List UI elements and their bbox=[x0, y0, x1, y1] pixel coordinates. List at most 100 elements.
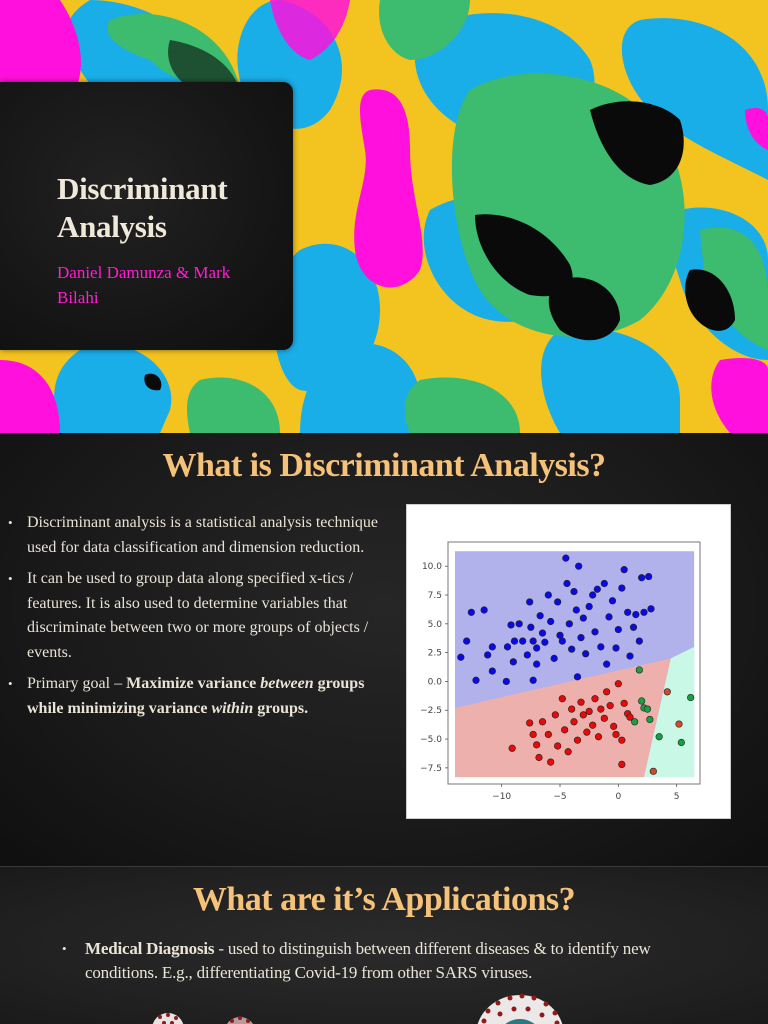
data-point bbox=[626, 652, 634, 660]
bullet-bold: Maximize variance bbox=[126, 675, 261, 692]
data-point bbox=[582, 650, 590, 658]
data-point bbox=[568, 705, 576, 713]
data-point bbox=[572, 606, 580, 614]
y-tick-label: 0.0 bbox=[428, 677, 443, 687]
y-tick-label: −5.0 bbox=[420, 735, 442, 745]
data-point bbox=[614, 625, 622, 634]
data-point bbox=[646, 715, 654, 724]
data-point bbox=[618, 584, 626, 592]
data-point bbox=[591, 628, 599, 636]
title-card: Discriminant Analysis Daniel Damunza & M… bbox=[0, 82, 293, 350]
data-point bbox=[638, 574, 646, 582]
data-point bbox=[629, 623, 638, 631]
data-point bbox=[620, 699, 628, 707]
data-point bbox=[529, 637, 537, 645]
data-point bbox=[533, 741, 541, 749]
bullet-emphasis-within: within bbox=[211, 699, 254, 717]
data-point bbox=[550, 654, 558, 662]
data-point bbox=[488, 643, 496, 651]
lda-decision-boundary-chart: 10.0 7.5 5.0 2.5 0.0 −2.5 −5.0 −7.5 −10 −5 0 5 bbox=[420, 541, 701, 802]
data-point bbox=[457, 653, 465, 661]
data-point bbox=[480, 606, 488, 614]
data-point bbox=[536, 612, 544, 620]
data-point bbox=[484, 651, 492, 659]
data-point bbox=[594, 733, 603, 741]
bullet-list: • Medical Diagnosis - used to distinguis… bbox=[62, 937, 722, 985]
data-point bbox=[579, 711, 587, 719]
data-point bbox=[538, 629, 547, 637]
data-point bbox=[585, 707, 593, 715]
data-point bbox=[568, 645, 576, 653]
data-point bbox=[547, 758, 555, 766]
data-point bbox=[635, 637, 643, 645]
data-point bbox=[538, 718, 547, 726]
data-point bbox=[585, 602, 593, 611]
authors-line-1: Daniel Damunza & Mark bbox=[57, 263, 231, 282]
data-point bbox=[509, 658, 517, 666]
data-point bbox=[675, 720, 683, 728]
data-point bbox=[467, 608, 475, 616]
bullet-prefix: Primary goal – bbox=[27, 675, 127, 692]
bullet-item: • Primary goal – Maximize variance betwe… bbox=[8, 672, 388, 721]
data-point bbox=[558, 695, 566, 703]
slide-divider bbox=[0, 866, 768, 867]
data-point bbox=[612, 730, 620, 739]
data-point bbox=[583, 728, 591, 736]
data-point bbox=[603, 660, 611, 668]
data-point bbox=[600, 714, 608, 722]
data-point bbox=[645, 572, 653, 581]
data-point bbox=[577, 698, 585, 706]
data-point bbox=[561, 726, 569, 734]
data-point bbox=[554, 598, 562, 606]
data-point bbox=[526, 719, 534, 727]
data-point bbox=[502, 677, 510, 686]
data-point bbox=[526, 598, 534, 606]
data-point bbox=[529, 730, 537, 739]
data-point bbox=[515, 620, 523, 628]
presentation-title: Discriminant Analysis bbox=[57, 170, 287, 246]
slide-heading: What are it’s Applications? bbox=[192, 881, 576, 918]
data-point bbox=[577, 634, 585, 642]
data-point bbox=[573, 673, 582, 681]
slide-heading: What is Discriminant Analysis? bbox=[162, 447, 606, 484]
virus-icon bbox=[152, 1013, 184, 1024]
bullet-list: • Discriminant analysis is a statistical… bbox=[8, 511, 388, 728]
x-tick-label: 5 bbox=[674, 792, 680, 802]
data-point bbox=[610, 722, 618, 730]
data-point bbox=[558, 637, 566, 645]
bullet-item: • It can be used to group data along spe… bbox=[8, 567, 388, 665]
data-point bbox=[614, 680, 622, 688]
data-point bbox=[620, 566, 628, 574]
title-line-1: Discriminant bbox=[57, 171, 228, 206]
data-point bbox=[570, 718, 578, 726]
bullet-emphasis-between: between bbox=[260, 675, 314, 692]
data-point bbox=[527, 623, 535, 631]
y-tick-label: 2.5 bbox=[428, 649, 442, 659]
data-point bbox=[472, 676, 480, 684]
bullet-item: • Medical Diagnosis - used to distinguis… bbox=[62, 937, 722, 985]
data-point bbox=[575, 562, 583, 570]
data-point bbox=[554, 742, 562, 750]
data-point bbox=[579, 614, 587, 622]
data-point bbox=[589, 591, 597, 599]
x-tick-label: −5 bbox=[553, 792, 566, 802]
bullet-icon: • bbox=[8, 571, 13, 586]
applications-slide: What are it’s Applications? • Medical Di… bbox=[0, 867, 768, 1024]
data-point bbox=[544, 730, 552, 739]
data-point bbox=[663, 688, 671, 696]
bullet-bold-term: Medical Diagnosis bbox=[85, 939, 215, 958]
data-point bbox=[631, 718, 639, 726]
bullet-icon: • bbox=[8, 676, 13, 691]
data-point bbox=[603, 688, 611, 696]
data-point bbox=[463, 637, 471, 645]
data-point bbox=[570, 587, 578, 596]
bullet-bold: groups while minimizing variance bbox=[27, 675, 365, 717]
data-point bbox=[626, 713, 634, 721]
data-point bbox=[535, 753, 543, 762]
data-point bbox=[551, 711, 559, 719]
data-point bbox=[541, 638, 549, 646]
data-point bbox=[600, 579, 608, 588]
data-point bbox=[624, 608, 632, 616]
x-tick-label: −10 bbox=[492, 792, 511, 802]
data-point bbox=[605, 613, 613, 621]
